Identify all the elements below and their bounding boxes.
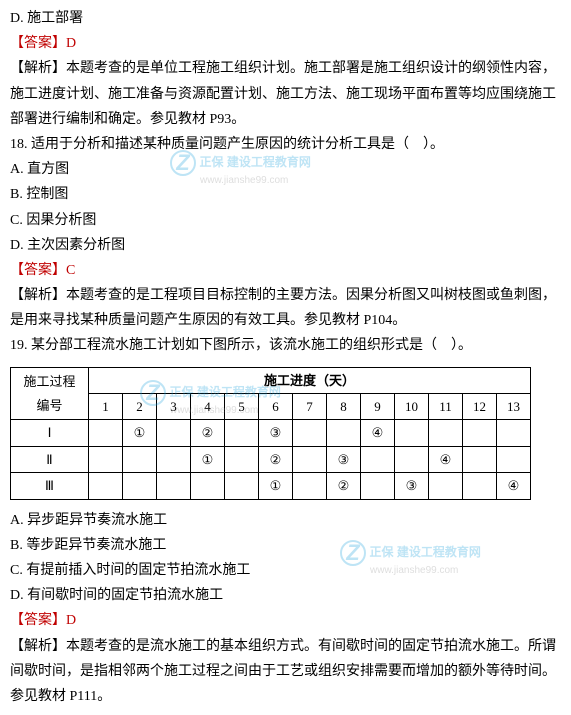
q18-stem: 18. 适用于分析和描述某种质量问题产生原因的统计分析工具是（ ）。: [10, 132, 561, 157]
row-header-line1: 施工过程: [23, 374, 75, 389]
schedule-cell: [89, 446, 123, 472]
schedule-cell: ④: [429, 446, 463, 472]
schedule-cell: [429, 473, 463, 499]
q18-answer-line: 【答案】C: [10, 258, 561, 283]
schedule-cell: [463, 446, 497, 472]
answer-label: 【答案】: [10, 263, 66, 278]
q19-answer-value: D: [66, 613, 76, 628]
schedule-cell: [429, 420, 463, 446]
q19-answer-line: 【答案】D: [10, 608, 561, 633]
row-header-line2: 编号: [36, 398, 62, 413]
col-group-header: 施工进度（天）: [89, 367, 531, 393]
day-header-cell: 13: [497, 394, 531, 420]
q18-option-a: A. 直方图: [10, 157, 561, 182]
schedule-cell: [225, 420, 259, 446]
schedule-cell: ①: [259, 473, 293, 499]
schedule-cell: [327, 420, 361, 446]
schedule-cell: [293, 420, 327, 446]
schedule-cell: [89, 473, 123, 499]
answer-label: 【答案】: [10, 36, 66, 51]
answer-label: 【答案】: [10, 613, 66, 628]
schedule-cell: [157, 473, 191, 499]
q19-explain: 【解析】本题考查的是流水施工的基本组织方式。有间歇时间的固定节拍流水施工。所谓间…: [10, 634, 561, 710]
q19-option-b: B. 等步距异节奏流水施工: [10, 533, 561, 558]
schedule-cell: [89, 420, 123, 446]
day-header-cell: 12: [463, 394, 497, 420]
schedule-cell: ③: [259, 420, 293, 446]
schedule-cell: [191, 473, 225, 499]
q19-stem: 19. 某分部工程流水施工计划如下图所示，该流水施工的组织形式是（ ）。: [10, 333, 561, 358]
process-label-cell: Ⅲ: [11, 473, 89, 499]
q18-option-c: C. 因果分析图: [10, 208, 561, 233]
q18-explain: 【解析】本题考查的是工程项目目标控制的主要方法。因果分析图又叫树枝图或鱼刺图，是…: [10, 283, 561, 333]
process-label-cell: Ⅰ: [11, 420, 89, 446]
schedule-cell: [225, 473, 259, 499]
schedule-cell: ①: [191, 446, 225, 472]
schedule-cell: ②: [259, 446, 293, 472]
day-header-cell: 2: [123, 394, 157, 420]
table-header-row-1: 施工过程 编号 施工进度（天）: [11, 367, 531, 393]
table-row: Ⅰ ① ② ③ ④: [11, 420, 531, 446]
q19-option-d: D. 有间歇时间的固定节拍流水施工: [10, 583, 561, 608]
day-header-cell: 4: [191, 394, 225, 420]
schedule-cell: [157, 446, 191, 472]
schedule-cell: [463, 420, 497, 446]
day-header-cell: 6: [259, 394, 293, 420]
day-header-cell: 1: [89, 394, 123, 420]
q18-option-d: D. 主次因素分析图: [10, 233, 561, 258]
table-row: Ⅲ ① ② ③ ④: [11, 473, 531, 499]
option-d-prev: D. 施工部署: [10, 6, 561, 31]
day-header-cell: 9: [361, 394, 395, 420]
answer-line-prev: 【答案】D: [10, 31, 561, 56]
schedule-cell: ①: [123, 420, 157, 446]
explain-prev: 【解析】本题考查的是单位工程施工组织计划。施工部署是施工组织设计的纲领性内容，施…: [10, 56, 561, 132]
table-row: Ⅱ ① ② ③ ④: [11, 446, 531, 472]
q19-schedule-table: 施工过程 编号 施工进度（天） 12345678910111213 Ⅰ①②③④ …: [10, 367, 531, 500]
schedule-cell: [395, 446, 429, 472]
schedule-cell: ②: [327, 473, 361, 499]
schedule-cell: ④: [361, 420, 395, 446]
schedule-cell: [225, 446, 259, 472]
schedule-cell: [463, 473, 497, 499]
day-header-cell: 10: [395, 394, 429, 420]
answer-value: D: [66, 36, 76, 51]
schedule-cell: [123, 446, 157, 472]
schedule-cell: [361, 446, 395, 472]
day-header-cell: 7: [293, 394, 327, 420]
q18-option-b: B. 控制图: [10, 182, 561, 207]
table-days-row: 12345678910111213: [11, 394, 531, 420]
q19-option-a: A. 异步距异节奏流水施工: [10, 508, 561, 533]
process-label-cell: Ⅱ: [11, 446, 89, 472]
row-header-title: 施工过程 编号: [11, 367, 89, 420]
q18-answer-value: C: [66, 263, 75, 278]
day-header-cell: 5: [225, 394, 259, 420]
day-header-cell: 8: [327, 394, 361, 420]
schedule-cell: [157, 420, 191, 446]
schedule-cell: ④: [497, 473, 531, 499]
schedule-cell: [123, 473, 157, 499]
q19-option-c: C. 有提前插入时间的固定节拍流水施工: [10, 558, 561, 583]
schedule-cell: ③: [395, 473, 429, 499]
schedule-cell: ②: [191, 420, 225, 446]
schedule-cell: [497, 446, 531, 472]
schedule-cell: [361, 473, 395, 499]
schedule-cell: [293, 446, 327, 472]
schedule-cell: [293, 473, 327, 499]
schedule-cell: [395, 420, 429, 446]
schedule-cell: [497, 420, 531, 446]
day-header-cell: 11: [429, 394, 463, 420]
day-header-cell: 3: [157, 394, 191, 420]
schedule-cell: ③: [327, 446, 361, 472]
